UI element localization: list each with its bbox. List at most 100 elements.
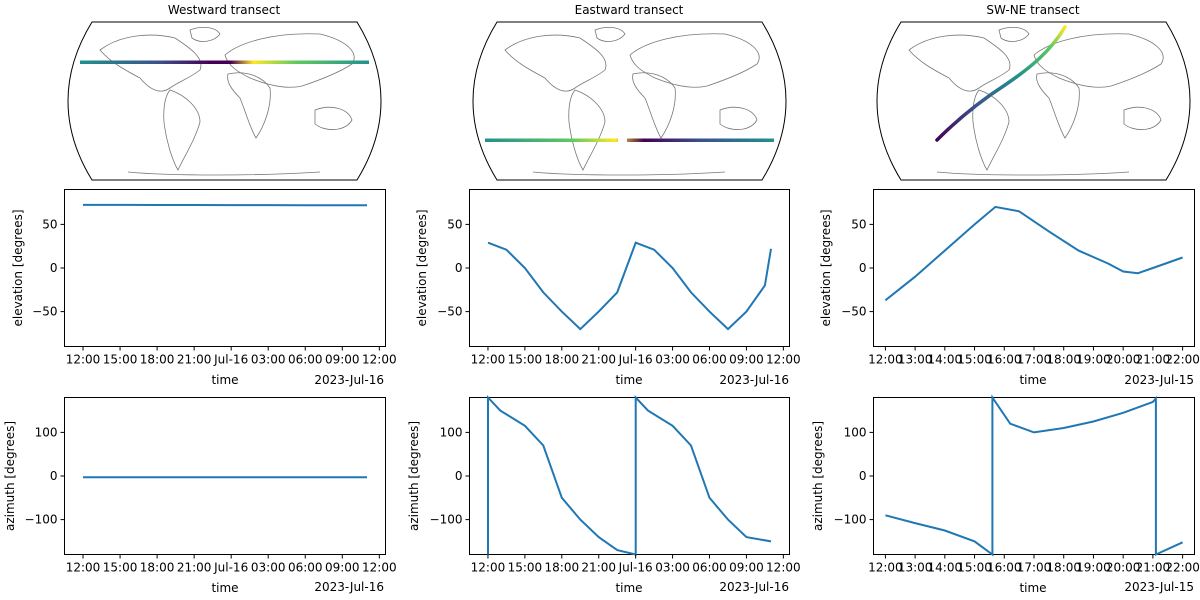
y-axis-label: elevation [degrees] <box>11 209 25 326</box>
y-tick-label: 100 <box>440 425 463 439</box>
coastlines-swne <box>908 26 1164 176</box>
x-offset-label: 2023-Jul-16 <box>314 580 384 594</box>
x-offset-label: 2023-Jul-16 <box>719 373 789 387</box>
y-axis-label: azimuth [degrees] <box>3 421 17 531</box>
series-line <box>487 394 772 556</box>
x-tick-label: 21:00 <box>581 353 616 367</box>
axes-frame <box>64 397 386 555</box>
x-axis-label: time <box>211 581 238 595</box>
x-tick-label: 18:00 <box>545 561 580 575</box>
x-tick-label: Jul-16 <box>213 353 248 367</box>
y-tick-label: −100 <box>834 513 867 527</box>
y-axis-label: elevation [degrees] <box>415 209 429 326</box>
y-tick-label: −50 <box>437 305 462 319</box>
x-axis-label: time <box>615 581 642 595</box>
track-west <box>80 60 369 64</box>
map-outline-swne <box>876 21 1191 181</box>
axes-frame <box>873 397 1195 555</box>
track-east <box>485 138 774 142</box>
series-line <box>884 205 1183 302</box>
x-offset-label: 2023-Jul-16 <box>314 373 384 387</box>
x-tick-label: 18:00 <box>545 353 580 367</box>
x-tick-label: 03:00 <box>655 561 690 575</box>
x-tick-label: 22:00 <box>1165 353 1200 367</box>
x-tick-label: 21:00 <box>1136 353 1171 367</box>
x-tick-label: 21:00 <box>1136 561 1171 575</box>
x-tick-label: 15:00 <box>957 561 992 575</box>
x-tick-label: 12:00 <box>471 561 506 575</box>
x-tick-label: 18:00 <box>1046 353 1081 367</box>
x-tick-label: 12:00 <box>766 561 801 575</box>
x-tick-label: 18:00 <box>1046 561 1081 575</box>
x-tick-label: 19:00 <box>1076 353 1111 367</box>
x-tick-label: 21:00 <box>581 561 616 575</box>
axes-frame <box>469 189 790 347</box>
x-tick-label: 12:00 <box>868 561 903 575</box>
x-tick-label: 12:00 <box>66 353 101 367</box>
x-tick-label: Jul-16 <box>618 353 653 367</box>
x-tick-label: 03:00 <box>655 353 690 367</box>
y-tick-label: 0 <box>859 261 867 275</box>
x-tick-label: 12:00 <box>66 561 101 575</box>
y-axis-label: elevation [degrees] <box>819 209 833 326</box>
x-tick-label: 12:00 <box>471 353 506 367</box>
y-tick-label: −50 <box>841 305 866 319</box>
x-tick-label: 09:00 <box>729 561 764 575</box>
x-tick-label: 12:00 <box>362 561 397 575</box>
x-tick-label: 12:00 <box>362 353 397 367</box>
x-tick-label: 06:00 <box>288 561 323 575</box>
x-tick-label: 18:00 <box>140 353 175 367</box>
x-tick-label: 17:00 <box>1017 353 1052 367</box>
x-tick-label: 06:00 <box>288 353 323 367</box>
y-tick-label: 50 <box>42 217 57 231</box>
x-tick-label: 03:00 <box>251 561 286 575</box>
elevation-panel-swne: 50 0 −50 12:0013:0014:0015:0016:0017:0018:… <box>819 189 1200 387</box>
x-tick-label: 15:00 <box>103 353 138 367</box>
x-tick-label: 18:00 <box>140 561 175 575</box>
series-line <box>885 394 1184 557</box>
x-tick-label: 21:00 <box>177 561 212 575</box>
x-tick-label: 09:00 <box>729 353 764 367</box>
map-outline-west <box>67 21 382 181</box>
x-offset-label: 2023-Jul-15 <box>1124 580 1194 594</box>
y-tick-label: 50 <box>447 217 462 231</box>
x-tick-label: 06:00 <box>692 561 727 575</box>
elevation-panel-east: 500−50 12:00 15:00 18:00 21:00 Jul-16 03:00 06… <box>415 189 801 387</box>
x-tick-label: 12:00 <box>766 353 801 367</box>
x-tick-label: 22:00 <box>1165 561 1200 575</box>
map-title-swne: SW-NE transect <box>986 3 1080 17</box>
map-title-west: Westward transect <box>168 3 281 17</box>
x-tick-label: 13:00 <box>898 353 933 367</box>
x-offset-label: 2023-Jul-15 <box>1124 373 1194 387</box>
track-swne <box>935 25 1067 142</box>
x-tick-label: 16:00 <box>987 353 1022 367</box>
y-tick-label: 0 <box>859 469 867 483</box>
map-panel-east: Eastward transect <box>472 3 787 181</box>
y-tick-label: 100 <box>35 425 58 439</box>
y-axis-label: azimuth [degrees] <box>407 421 421 531</box>
y-tick-label: 50 <box>851 217 866 231</box>
x-tick-label: Jul-16 <box>213 561 248 575</box>
y-axis-label: azimuth [degrees] <box>811 421 825 531</box>
x-tick-label: 20:00 <box>1106 353 1141 367</box>
map-title-east: Eastward transect <box>575 3 684 17</box>
x-tick-label: 16:00 <box>987 561 1022 575</box>
x-tick-label: 09:00 <box>325 561 360 575</box>
axes-frame <box>873 189 1195 347</box>
y-tick-label: 100 <box>844 425 867 439</box>
x-tick-label: 21:00 <box>177 353 212 367</box>
map-outline-east <box>472 21 787 181</box>
y-tick-label: −100 <box>25 513 58 527</box>
x-axis-label: time <box>211 373 238 387</box>
x-axis-label: time <box>1019 373 1046 387</box>
x-tick-label: 13:00 <box>898 561 933 575</box>
x-tick-label: 19:00 <box>1076 561 1111 575</box>
series-line <box>487 241 772 331</box>
map-panel-west: Westward transect <box>67 3 382 181</box>
x-axis-label: time <box>615 373 642 387</box>
coastlines-west <box>99 26 355 176</box>
